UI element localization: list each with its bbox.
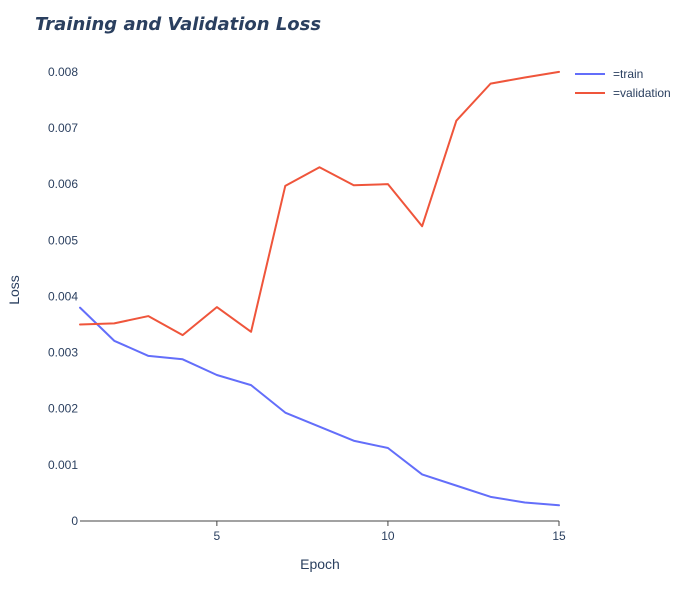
y-axis-ticks: 0 0.001 0.002 0.003 0.004 0.005 0.006 0.007 0.00… bbox=[48, 65, 78, 528]
legend[interactable]: =train =validation bbox=[575, 67, 671, 100]
x-axis-title: Epoch bbox=[300, 556, 340, 572]
y-tick-label: 0 bbox=[71, 514, 78, 528]
y-axis-title: Loss bbox=[6, 275, 22, 305]
legend-item[interactable]: =validation bbox=[575, 86, 671, 100]
legend-label: =train bbox=[613, 67, 643, 81]
y-tick-label: 0.008 bbox=[48, 65, 78, 79]
series-layer bbox=[79, 70, 560, 507]
y-tick-label: 0.005 bbox=[48, 233, 78, 247]
x-tick-label: 15 bbox=[552, 529, 566, 543]
x-tick-label: 10 bbox=[381, 529, 395, 543]
y-tick-label: 0.001 bbox=[48, 458, 78, 472]
series-line-validation bbox=[79, 70, 560, 337]
y-tick-label: 0.004 bbox=[48, 289, 78, 303]
x-tick-label: 5 bbox=[214, 529, 221, 543]
x-axis-ticks: 5 10 15 bbox=[214, 521, 566, 543]
legend-item[interactable]: =train bbox=[575, 67, 643, 81]
legend-label: =validation bbox=[613, 86, 671, 100]
y-tick-label: 0.002 bbox=[48, 402, 78, 416]
y-tick-label: 0.007 bbox=[48, 121, 78, 135]
series-line-train bbox=[79, 306, 560, 507]
y-tick-label: 0.006 bbox=[48, 177, 78, 191]
chart-title: Training and Validation Loss bbox=[35, 14, 321, 35]
y-tick-label: 0.003 bbox=[48, 346, 78, 360]
